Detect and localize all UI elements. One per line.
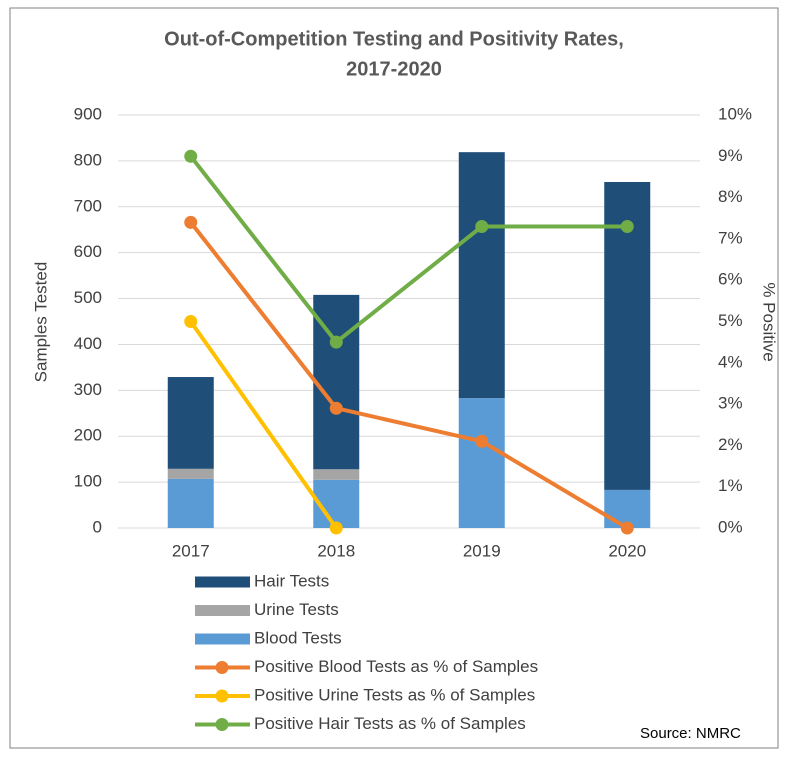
y-axis-title: Samples Tested [31, 262, 50, 383]
y2-tick-label: 5% [718, 311, 743, 330]
y2-tick-label: 8% [718, 187, 743, 206]
legend-label: Hair Tests [254, 571, 329, 590]
y-tick-label: 700 [74, 196, 102, 215]
line-point [329, 335, 343, 349]
line-point [184, 149, 198, 163]
bar-segment [167, 478, 214, 528]
y-tick-label: 0 [93, 517, 102, 536]
y-tick-label: 600 [74, 242, 102, 261]
y2-tick-label: 2% [718, 435, 743, 454]
y-tick-label: 900 [74, 104, 102, 123]
legend-swatch [195, 576, 250, 588]
x-tick-label: 2020 [608, 541, 646, 560]
y-tick-label: 100 [74, 472, 102, 491]
line [189, 221, 629, 530]
line-point [184, 215, 198, 229]
bar-segment [604, 181, 651, 490]
y-tick-label: 300 [74, 380, 102, 399]
bar-segment [313, 469, 360, 480]
y2-tick-label: 7% [718, 228, 743, 247]
y2-tick-label: 6% [718, 270, 743, 289]
y-tick-label: 200 [74, 426, 102, 445]
line [189, 320, 338, 530]
bar-segment [167, 377, 214, 469]
y2-tick-label: 10% [718, 104, 752, 123]
y-tick-label: 400 [74, 334, 102, 353]
y2-tick-label: 3% [718, 394, 743, 413]
y2-tick-label: 9% [718, 146, 743, 165]
y2-tick-label: 0% [718, 517, 743, 536]
legend-swatch [215, 661, 229, 674]
bar-segment [458, 152, 505, 399]
line-point [475, 220, 489, 234]
legend-swatch [215, 689, 229, 703]
y2-tick-label: 1% [718, 476, 743, 495]
legend-swatch [195, 605, 250, 616]
line-point [620, 521, 634, 535]
x-tick-label: 2018 [317, 541, 355, 560]
bar-segment [458, 398, 505, 528]
line-point [620, 220, 634, 234]
y-tick-label: 800 [74, 150, 102, 169]
legend-label: Positive Hair Tests as % of Samples [254, 714, 526, 733]
line-point [329, 521, 343, 535]
line [189, 155, 628, 345]
line-point [329, 401, 343, 415]
line-point [184, 315, 198, 328]
legend-label: Positive Urine Tests as % of Samples [254, 685, 535, 704]
line-point [475, 434, 489, 448]
legend-label: Positive Blood Tests as % of Samples [254, 657, 538, 676]
y2-axis-title: % Positive [760, 282, 779, 361]
y-tick-label: 500 [74, 288, 102, 307]
x-tick-label: 2017 [172, 541, 210, 560]
legend-swatch [215, 718, 229, 731]
bar-segment [167, 468, 214, 479]
chart-border [9, 7, 779, 749]
chart-title: 2017-2020 [346, 58, 442, 80]
x-tick-label: 2019 [463, 541, 501, 560]
legend-label: Urine Tests [254, 600, 339, 619]
legend-label: Blood Tests [254, 628, 342, 647]
source-note: Source: NMRC [640, 725, 741, 742]
legend-swatch [195, 633, 250, 645]
chart-title: Out-of-Competition Testing and Positivit… [164, 28, 624, 50]
y2-tick-label: 4% [718, 352, 743, 371]
